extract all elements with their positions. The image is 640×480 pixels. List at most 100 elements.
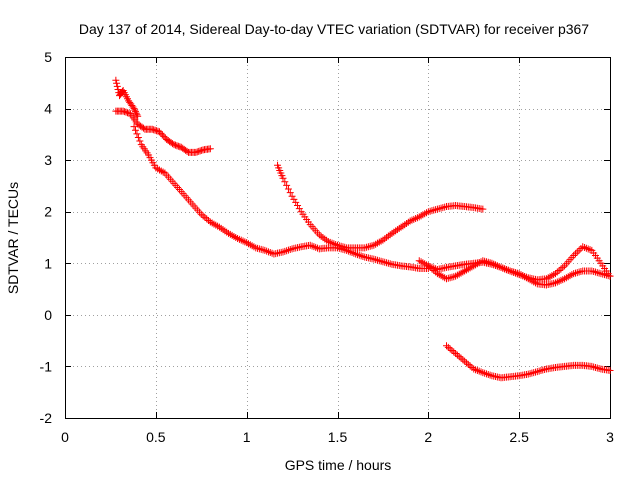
data-point (261, 246, 269, 254)
data-point (319, 234, 327, 242)
data-point (595, 364, 603, 372)
data-point (239, 237, 247, 245)
data-point (552, 270, 559, 278)
data-point (437, 204, 445, 212)
data-point (455, 270, 463, 278)
data-point (403, 219, 411, 227)
data-point (406, 217, 414, 225)
data-point (482, 258, 490, 266)
data-point (555, 267, 563, 275)
data-point (295, 205, 303, 213)
data-point (392, 227, 400, 235)
data-point (428, 265, 436, 273)
data-point (539, 366, 547, 374)
data-series (274, 161, 487, 252)
data-point (512, 269, 520, 277)
data-point (217, 224, 225, 232)
data-point (522, 274, 530, 282)
data-point (479, 257, 487, 265)
data-point (118, 88, 126, 96)
data-point (499, 264, 507, 272)
data-point (530, 278, 538, 286)
data-point (151, 126, 159, 134)
data-point (446, 274, 454, 282)
data-point (575, 246, 583, 254)
data-point (206, 218, 214, 226)
data-point (515, 270, 523, 278)
data-point (472, 261, 480, 269)
data-point (417, 212, 425, 220)
data-point (397, 223, 405, 231)
data-point (452, 272, 460, 280)
data-point (284, 246, 292, 254)
data-point (421, 260, 429, 268)
data-point (355, 251, 363, 259)
data-point (150, 126, 158, 134)
data-point (606, 367, 614, 375)
data-point (201, 213, 209, 221)
x-tick-label: 3 (606, 429, 614, 445)
data-point (571, 269, 579, 277)
data-point (570, 252, 578, 260)
data-point (548, 272, 556, 280)
data-point (230, 232, 238, 240)
data-point (174, 142, 182, 150)
data-point (119, 107, 127, 115)
data-point (475, 367, 483, 375)
data-point (283, 247, 291, 255)
data-point (532, 279, 540, 287)
data-point (130, 123, 138, 131)
data-point (470, 365, 478, 373)
data-point (423, 261, 431, 269)
data-point (461, 357, 469, 365)
data-point (457, 269, 465, 277)
data-point (582, 244, 590, 252)
data-point (131, 106, 139, 114)
data-point (446, 345, 454, 353)
data-point (158, 131, 166, 139)
data-point (461, 267, 469, 275)
data-point (533, 368, 541, 376)
data-point (176, 143, 184, 151)
data-point (136, 137, 144, 145)
data-point (228, 231, 236, 239)
data-point (375, 257, 383, 265)
data-point (373, 239, 381, 247)
data-point (321, 235, 329, 243)
data-point (588, 267, 596, 275)
data-point (379, 258, 387, 266)
data-point (212, 221, 220, 229)
data-point (524, 275, 532, 283)
data-point (439, 273, 447, 281)
data-point (388, 229, 396, 237)
data-point (223, 228, 231, 236)
data-point (326, 238, 334, 246)
data-point (210, 220, 218, 228)
data-point (550, 271, 558, 279)
data-point (198, 146, 206, 154)
data-point (528, 369, 536, 377)
data-point (415, 213, 423, 221)
data-point (130, 105, 138, 113)
chart-title: Day 137 of 2014, Sidereal Day-to-day VTE… (79, 21, 589, 37)
data-point (241, 238, 249, 246)
data-point (292, 198, 300, 206)
data-point (113, 79, 121, 87)
data-point (255, 245, 263, 253)
data-point (290, 195, 298, 203)
data-point (384, 259, 392, 267)
data-point (559, 263, 567, 271)
data-point (448, 346, 456, 354)
data-point (377, 257, 385, 265)
data-point (215, 223, 223, 231)
data-points (112, 76, 614, 382)
data-point (444, 274, 452, 282)
data-point (214, 222, 222, 230)
data-point (335, 242, 343, 250)
x-tick-labels: 0 0.5 1 1.5 2 2.5 3 (61, 429, 614, 445)
data-point (484, 370, 492, 378)
data-point (459, 356, 467, 364)
data-point (379, 236, 387, 244)
data-point (481, 257, 489, 265)
data-point (566, 272, 574, 280)
